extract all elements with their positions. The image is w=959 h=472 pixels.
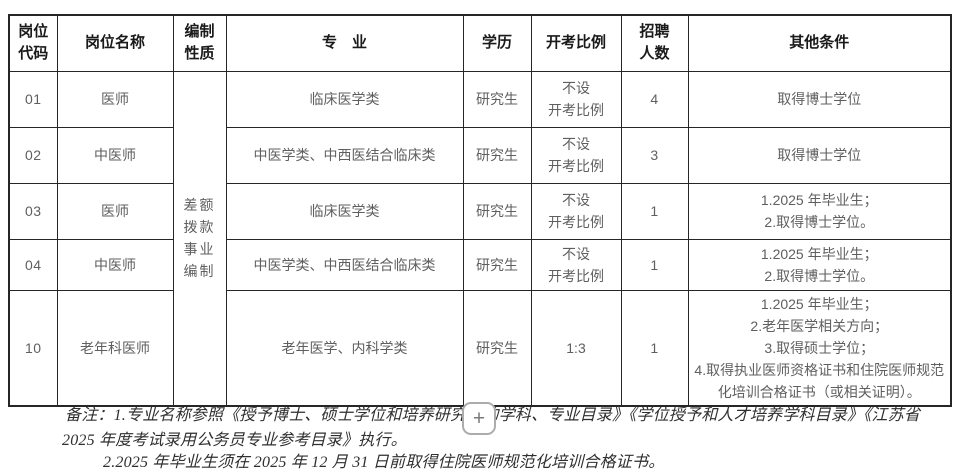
cell-major: 中医学类、中西医结合临床类 [225, 238, 464, 291]
footnote-line-2: 2025 年度考试录用公务员专业参考目录》执行。 [62, 432, 407, 449]
cell-major: 临床医学类 [225, 70, 464, 128]
cell-establishment-merged: 差额 拨款 事业 编制 [172, 70, 227, 406]
cell-code: 01 [8, 70, 58, 128]
cell-ratio: 不设 开考比例 [530, 238, 622, 291]
cell-ratio: 1:3 [530, 289, 622, 406]
table-row: 04 中医师 中医学类、中西医结合临床类 研究生 不设 开考比例 1 1.202… [8, 238, 952, 291]
cell-degree: 研究生 [462, 126, 532, 184]
cell-ratio: 不设 开考比例 [530, 182, 622, 240]
header-row: 岗位 代码 岗位名称 编制 性质 专 业 学历 开考比例 招聘 人数 其他条件 [8, 14, 952, 72]
cell-name: 医师 [56, 182, 174, 240]
cell-name: 中医师 [56, 238, 174, 291]
table-row: 02 中医师 中医学类、中西医结合临床类 研究生 不设 开考比例 3 取得博士学… [8, 126, 952, 184]
cell-degree: 研究生 [462, 182, 532, 240]
cell-count: 1 [620, 238, 689, 291]
cell-name: 医师 [56, 70, 174, 128]
cell-code: 04 [8, 238, 58, 291]
footnotes: 备注：1.专业名称参照《授予博士、硕士学位和培养研究生的学科、专业目录》《学位授… [62, 401, 942, 471]
cell-name: 中医师 [56, 126, 174, 184]
table-row: 03 医师 临床医学类 研究生 不设 开考比例 1 1.2025 年毕业生； 2… [8, 182, 952, 240]
col-header-ratio: 开考比例 [530, 14, 622, 72]
cell-count: 3 [620, 126, 689, 184]
cell-major: 中医学类、中西医结合临床类 [225, 126, 464, 184]
cell-count: 1 [620, 289, 689, 406]
cell-code: 03 [8, 182, 58, 240]
cell-major: 临床医学类 [225, 182, 464, 240]
col-header-count: 招聘 人数 [620, 14, 689, 72]
cell-other: 1.2025 年毕业生； 2.老年医学相关方向； 3.取得硕士学位； 4.取得执… [687, 289, 952, 406]
col-header-other: 其他条件 [687, 14, 952, 72]
col-header-major: 专 业 [225, 14, 464, 72]
cell-ratio: 不设 开考比例 [530, 126, 622, 184]
cell-degree: 研究生 [462, 70, 532, 128]
col-header-establishment: 编制 性质 [172, 14, 227, 72]
cell-other: 1.2025 年毕业生； 2.取得博士学位。 [687, 238, 952, 291]
cell-degree: 研究生 [462, 289, 532, 406]
cell-name: 老年科医师 [56, 289, 174, 406]
zoom-in-button[interactable]: + [462, 402, 496, 435]
cell-count: 4 [620, 70, 689, 128]
cell-other: 1.2025 年毕业生； 2.取得博士学位。 [687, 182, 952, 240]
cell-other: 取得博士学位 [687, 70, 952, 128]
table-row: 10 老年科医师 老年医学、内科学类 研究生 1:3 1 1.2025 年毕业生… [8, 289, 952, 406]
recruitment-table: 岗位 代码 岗位名称 编制 性质 专 业 学历 开考比例 招聘 人数 其他条件 … [8, 14, 952, 407]
footnote-line-3: 2.2025 年毕业生须在 2025 年 12 月 31 日前取得住院医师规范化… [103, 454, 665, 471]
cell-ratio: 不设 开考比例 [530, 70, 622, 128]
cell-other: 取得博士学位 [687, 126, 952, 184]
cell-code: 10 [8, 289, 58, 406]
col-header-name: 岗位名称 [56, 14, 174, 72]
cell-degree: 研究生 [462, 238, 532, 291]
cell-code: 02 [8, 126, 58, 184]
cell-major: 老年医学、内科学类 [225, 289, 464, 406]
col-header-degree: 学历 [462, 14, 532, 72]
cell-count: 1 [620, 182, 689, 240]
table-row: 01 医师 差额 拨款 事业 编制 临床医学类 研究生 不设 开考比例 4 取得… [8, 70, 952, 406]
col-header-code: 岗位 代码 [8, 14, 58, 72]
